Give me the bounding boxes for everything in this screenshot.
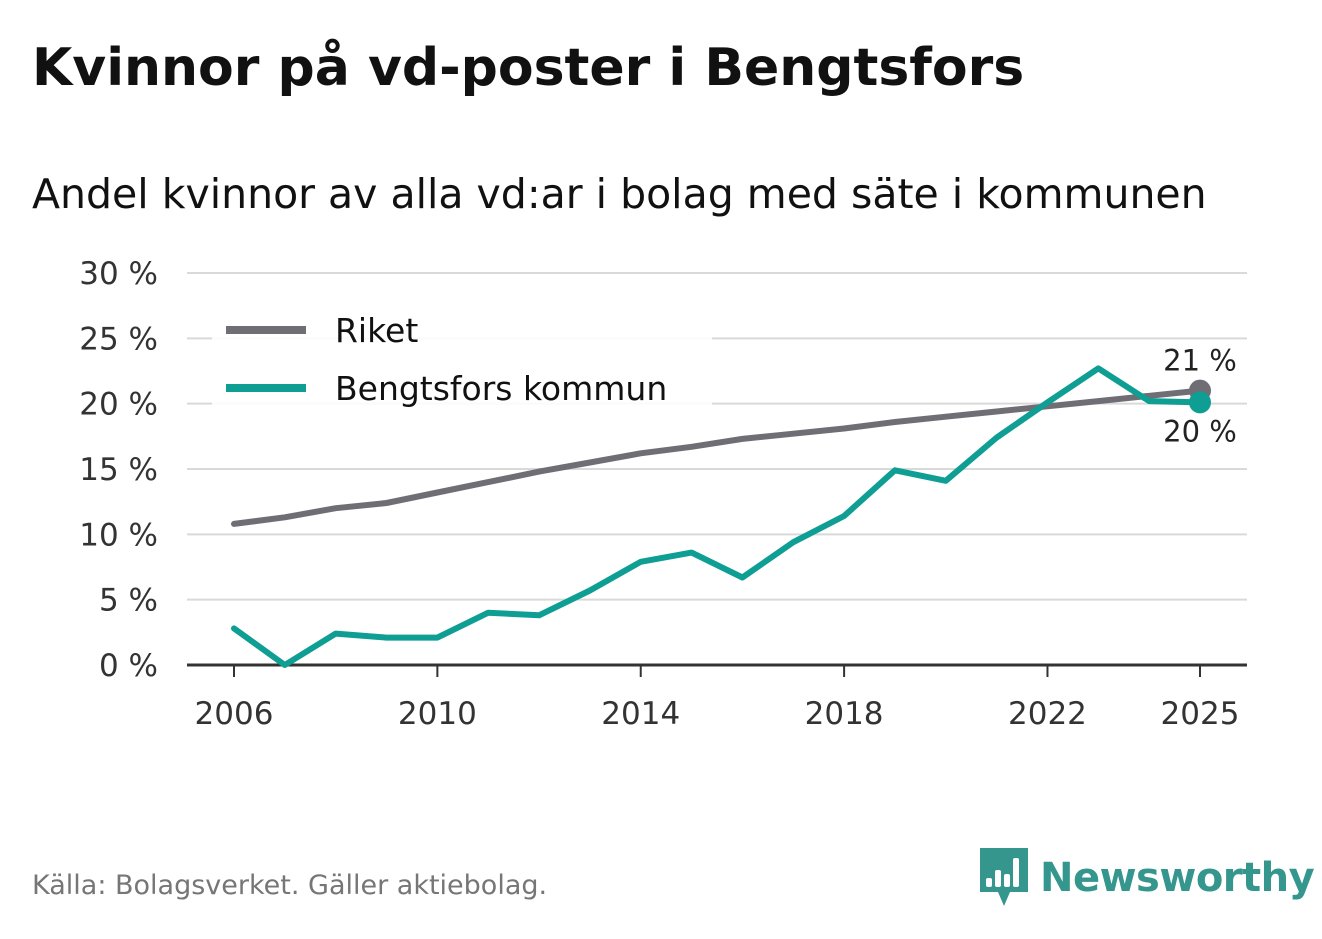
x-tick-label: 2014: [601, 696, 680, 732]
end-labels: 21 % 20 %: [1163, 344, 1237, 449]
legend: Riket Bengtsfors kommun: [212, 302, 712, 408]
bar-chart-speech-bubble-icon: [980, 848, 1028, 906]
x-tick-label: 2022: [1008, 696, 1087, 732]
y-tick-label: 15 %: [79, 452, 158, 488]
source-note: Källa: Bolagsverket. Gäller aktiebolag.: [32, 870, 548, 901]
x-tick-label: 2010: [398, 696, 477, 732]
newsworthy-logo: Newsworthy: [980, 848, 1315, 908]
brand-name: Newsworthy: [1040, 855, 1315, 901]
legend-label-bengtsfors: Bengtsfors kommun: [335, 369, 667, 408]
legend-label-riket: Riket: [335, 311, 418, 350]
chart-title: Kvinnor på vd-poster i Bengtsfors: [32, 38, 1025, 98]
y-tick-label: 25 %: [79, 321, 158, 357]
y-tick-label: 0 %: [99, 648, 158, 684]
end-point-bengtsfors: [1189, 391, 1211, 414]
line-chart: 0 % 5 % 10 % 15 % 20 % 25 % 30 % 2006 2010 2014 20…: [79, 256, 1247, 732]
x-tick-label: 2018: [805, 696, 884, 732]
x-tick-label: 2025: [1161, 696, 1240, 732]
end-label-bengtsfors: 20 %: [1163, 414, 1237, 448]
axes: 0 % 5 % 10 % 15 % 20 % 25 % 30 % 2006 2010 2014 20…: [79, 256, 1247, 732]
series-line-riket: [231, 387, 1203, 527]
series: [231, 365, 1211, 668]
x-tick-label: 2006: [195, 696, 274, 732]
y-tick-label: 20 %: [79, 387, 158, 423]
y-tick-label: 10 %: [79, 517, 158, 553]
y-tick-label: 30 %: [79, 256, 158, 292]
chart-subtitle: Andel kvinnor av alla vd:ar i bolag med …: [32, 170, 1207, 218]
series-line-bengtsfors: [231, 365, 1203, 668]
end-label-riket: 21 %: [1163, 344, 1237, 378]
y-tick-label: 5 %: [99, 583, 158, 619]
